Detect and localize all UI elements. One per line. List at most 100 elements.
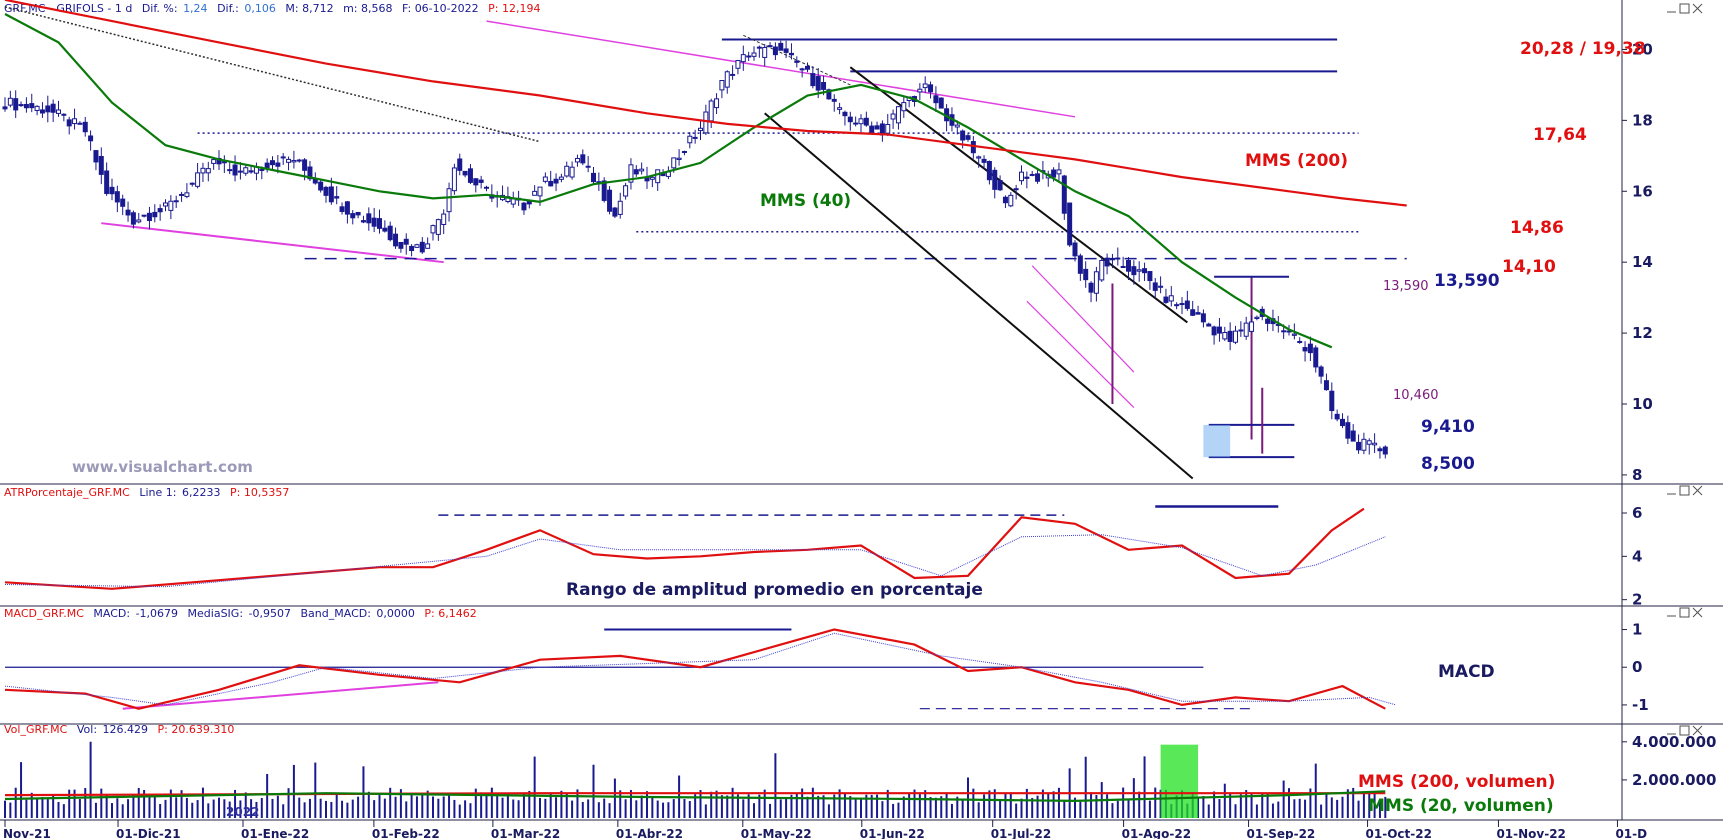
candle-body [1313,347,1319,368]
magenta-support [101,222,444,264]
candle-body [237,170,243,173]
candle-body [1035,173,1041,182]
date-label: 01-D [1615,827,1647,839]
candle-body [1361,438,1367,451]
window-controls [1667,3,1703,736]
candle-body [1382,446,1388,455]
candle-body [2,106,8,110]
candle-body [77,122,83,125]
date-label: 01-Mar-22 [491,827,560,839]
macd-panel: MACD_GRF.MC MACD: -1,0679 MediaSIG: -0,9… [4,607,1649,714]
candle-body [259,168,265,171]
level-label-13-590: 13,590 [1434,271,1500,291]
candle-body [1088,282,1094,293]
macd-header: MACD_GRF.MC MACD: -1,0679 MediaSIG: -0,9… [4,607,477,620]
mms200-annotation: MMS (200) [1245,151,1348,171]
candle-body [740,54,746,63]
target-annotation-10460: 10,460 [1393,388,1439,403]
tick-label: 4 [1632,547,1642,565]
tick-label: 8 [1632,466,1642,484]
macd-axis: -1 0 1 [1622,621,1649,714]
candle-body [1008,194,1014,207]
candle-body [719,80,725,91]
candle-body [532,190,538,196]
candle-body [146,212,152,222]
candle-body [1120,266,1126,269]
candle-body [1307,343,1313,354]
candle-body [1302,347,1308,352]
watermark: www.visualchart.com [72,458,253,476]
candle-body [1334,413,1340,420]
candle-body [344,201,350,215]
candle-body [617,200,623,215]
candle-body [890,113,896,120]
candle-body [1206,323,1212,327]
date-label: 01-Ene-22 [241,827,309,839]
candle-body [1318,366,1324,377]
candle-body [1356,441,1362,451]
volume-axis: 2.000.000 4.000.000 [1622,733,1716,789]
candle-body [767,45,773,48]
candle-body [788,52,794,56]
candle-body [264,162,270,169]
channel-lower [764,112,1194,480]
candle-body [569,166,575,178]
candle-body [703,111,709,134]
tick-label: 4.000.000 [1632,733,1716,751]
candle-body [922,83,928,89]
candle-body [371,217,377,227]
candle-body [232,164,238,176]
candle-body [18,104,24,107]
candle-body [698,127,703,132]
candle-body [1067,202,1073,246]
candle-body [708,100,714,122]
atr-annotation: Rango de amplitud promedio en porcentaje [566,580,983,600]
candle-body [1184,300,1190,309]
candle-body [1024,176,1030,179]
panel-frames [0,0,1723,821]
candle-body [462,170,468,176]
candle-body [1093,271,1099,294]
tick-label: 16 [1632,182,1653,200]
candle-body [1281,330,1287,333]
candle-body [1291,333,1297,336]
level-label-8-500: 8,500 [1421,454,1475,474]
candle-body [189,182,195,185]
candle-body [842,111,848,117]
candle-body [45,105,51,113]
mms40-annotation: MMS (40) [760,191,851,211]
candle-body [762,47,768,58]
candle-body [451,167,457,192]
candle-body [302,159,308,171]
macd-magenta-trend [122,681,439,710]
candle-body [1163,296,1169,303]
series-macd [4,628,1386,710]
maximize-icon [1679,607,1690,618]
target-annotation-13590: 13,590 [1383,279,1429,294]
close-icon [1692,607,1703,618]
date-label: 01-Oct-22 [1366,827,1432,839]
tick-label: 10 [1632,395,1653,413]
candle-body [831,98,837,102]
date-label: Nov-21 [3,827,51,839]
tick-label: 6 [1632,504,1642,522]
candle-body [730,73,736,76]
candle-body [558,176,564,180]
candle-body [1222,331,1228,340]
candle-body [735,60,741,69]
candle-body [296,159,302,162]
candle-body [366,213,372,224]
candle-body [580,154,586,164]
candle-body [467,168,473,183]
candle-body [858,118,864,125]
candle-body [382,227,388,232]
candle-body [387,225,393,241]
candle-body [328,186,334,203]
candle-body [938,97,944,109]
candle-body [1340,418,1345,427]
candle-body [398,241,404,249]
candle-body [1249,321,1255,332]
candle-body [29,103,35,109]
series-mediasig [4,632,1397,706]
series-media [4,534,1386,588]
